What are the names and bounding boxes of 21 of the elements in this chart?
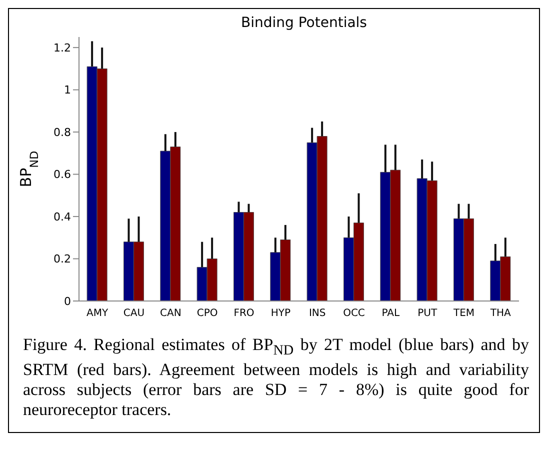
x-tick-label: CAU — [123, 308, 145, 320]
x-tick-label: CPO — [196, 308, 218, 320]
y-tick-label: 1.2 — [54, 41, 71, 54]
x-tick-label: TEM — [452, 308, 475, 320]
x-tick-label: PUT — [418, 308, 438, 320]
x-tick-label: HYP — [270, 308, 291, 320]
x-tick-label: AMY — [86, 308, 110, 320]
y-tick-label: 0.2 — [54, 252, 71, 266]
y-tick-label: 1 — [64, 84, 71, 97]
y-tick-label: 0 — [64, 294, 71, 308]
caption: Figure 4. Regional estimates of BP$_{ND}$ by 2T model (blue bars) and by SRTM (red bars). Agreement between models is high and variability across subjects (error bars are SD = 7 - 8%) is quite good for neuroreceptor tracers. — [23, 335, 529, 420]
x-tick-label: PAL — [382, 308, 400, 320]
y-tick-label: 0.6 — [54, 168, 71, 182]
x-tick-label: CAN — [160, 308, 182, 320]
y-tick-label: 0.8 — [54, 126, 71, 139]
y-tick-label: 0.4 — [54, 210, 71, 224]
x-tick-label: THA — [489, 308, 512, 320]
x-tick-label: INS — [308, 308, 326, 320]
x-tick-label: OCC — [343, 308, 365, 320]
chart-title: Binding Potentials — [240, 15, 368, 31]
x-tick-label: FRO — [234, 308, 254, 320]
